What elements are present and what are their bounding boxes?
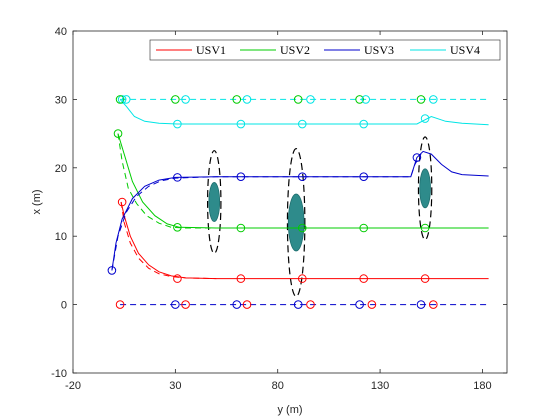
- marker-USV3-4: [297, 172, 307, 181]
- reference-marker-1-10: [416, 300, 426, 309]
- marker-USV3-3: [236, 172, 246, 181]
- series-USV1-dashed: [120, 201, 217, 280]
- obstacle-core-3: [419, 168, 431, 209]
- reference-marker-2-10: [361, 95, 371, 104]
- y-tick-label-1: -10: [51, 368, 67, 380]
- x-ticks: -20 30 80 130 180: [65, 31, 492, 392]
- obstacle-safety-ellipse-2: [286, 148, 306, 297]
- reference-marker-1-7: [306, 300, 315, 309]
- marker-USV2-5: [359, 223, 368, 233]
- marker-USV2-4: [297, 223, 307, 233]
- marker-USV3-6: [412, 153, 422, 162]
- reference-marker-2-6: [242, 95, 252, 104]
- marker-USV1-1: [117, 197, 127, 207]
- obstacles-layer: [207, 136, 433, 297]
- legend-label-USV2: USV2: [280, 43, 310, 57]
- obstacle-safety-ellipse-1: [207, 150, 222, 254]
- marker-USV3-2: [173, 173, 182, 182]
- obstacle-safety-ellipse-3: [417, 136, 433, 241]
- marker-USV4-1: [117, 95, 127, 104]
- reference-marker-1-3: [181, 300, 190, 309]
- series-USV4-line: [119, 99, 489, 126]
- legend-label-USV3: USV3: [364, 43, 394, 57]
- marker-USV1-6: [420, 274, 430, 283]
- marker-USV4-2: [173, 119, 182, 129]
- x-tick-label-3: 80: [272, 380, 284, 392]
- marker-USV2-3: [236, 223, 246, 233]
- reference-marker-2-11: [416, 95, 426, 104]
- marker-USV3-5: [359, 172, 368, 181]
- marker-USV2-6: [420, 223, 430, 233]
- reference-marker-1-5: [242, 300, 252, 309]
- markers-layer: [107, 95, 438, 309]
- y-tick-label-4: 20: [55, 163, 67, 175]
- plot-frame: [72, 30, 508, 374]
- x-tick-label-5: 180: [473, 380, 491, 392]
- legend-label-USV4: USV4: [450, 43, 480, 57]
- reference-marker-1-11: [429, 300, 438, 309]
- reference-marker-2-5: [232, 95, 242, 104]
- reference-marker-2-8: [306, 95, 315, 104]
- reference-marker-2-2: [121, 95, 131, 104]
- marker-USV4-3: [236, 119, 246, 129]
- obstacle-core-1: [208, 182, 221, 222]
- y-ticks: -10 0 10 20 30 40: [51, 26, 507, 380]
- marker-USV1-3: [236, 274, 246, 283]
- marker-USV1-5: [359, 274, 368, 283]
- y-tick-label-5: 30: [55, 94, 67, 106]
- reference-marker-2-12: [429, 95, 438, 104]
- y-tick-label-3: 10: [55, 231, 67, 243]
- reference-marker-2-7: [293, 95, 303, 104]
- y-axis-label: x (m): [31, 189, 43, 214]
- reference-marker-1-4: [232, 300, 242, 309]
- y-tick-label-6: 40: [55, 26, 67, 38]
- x-tick-label-2: 30: [169, 380, 181, 392]
- reference-marker-2-3: [171, 95, 180, 104]
- x-axis-label: y (m): [277, 404, 302, 416]
- marker-USV4-4: [297, 119, 307, 129]
- series-USV2-line: [117, 133, 489, 229]
- marker-USV4-6: [420, 114, 430, 123]
- reference-marker-2-4: [181, 95, 190, 104]
- marker-USV3-1: [107, 266, 117, 275]
- reference-marker-1-1: [115, 300, 125, 309]
- reference-marker-1-8: [355, 300, 364, 309]
- legend-label-USV1: USV1: [196, 43, 226, 57]
- marker-USV1-2: [173, 274, 182, 283]
- marker-USV4-5: [359, 119, 368, 129]
- reference-marker-1-6: [293, 300, 303, 309]
- reference-marker-2-9: [355, 95, 364, 104]
- obstacle-core-2: [287, 193, 305, 252]
- x-tick-label-4: 130: [371, 380, 389, 392]
- legend: USV1 USV2 USV3 USV4: [149, 39, 501, 61]
- x-tick-label-1: -20: [65, 380, 81, 392]
- reference-marker-2-1: [115, 95, 125, 104]
- y-tick-label-2: 0: [61, 300, 67, 312]
- marker-USV2-2: [173, 223, 182, 232]
- reference-marker-1-2: [171, 300, 180, 309]
- marker-USV1-4: [297, 274, 307, 283]
- marker-USV2-1: [113, 129, 123, 138]
- reference-marker-1-9: [367, 300, 377, 309]
- plot-area: [73, 31, 507, 373]
- series-USV3-line: [111, 150, 489, 271]
